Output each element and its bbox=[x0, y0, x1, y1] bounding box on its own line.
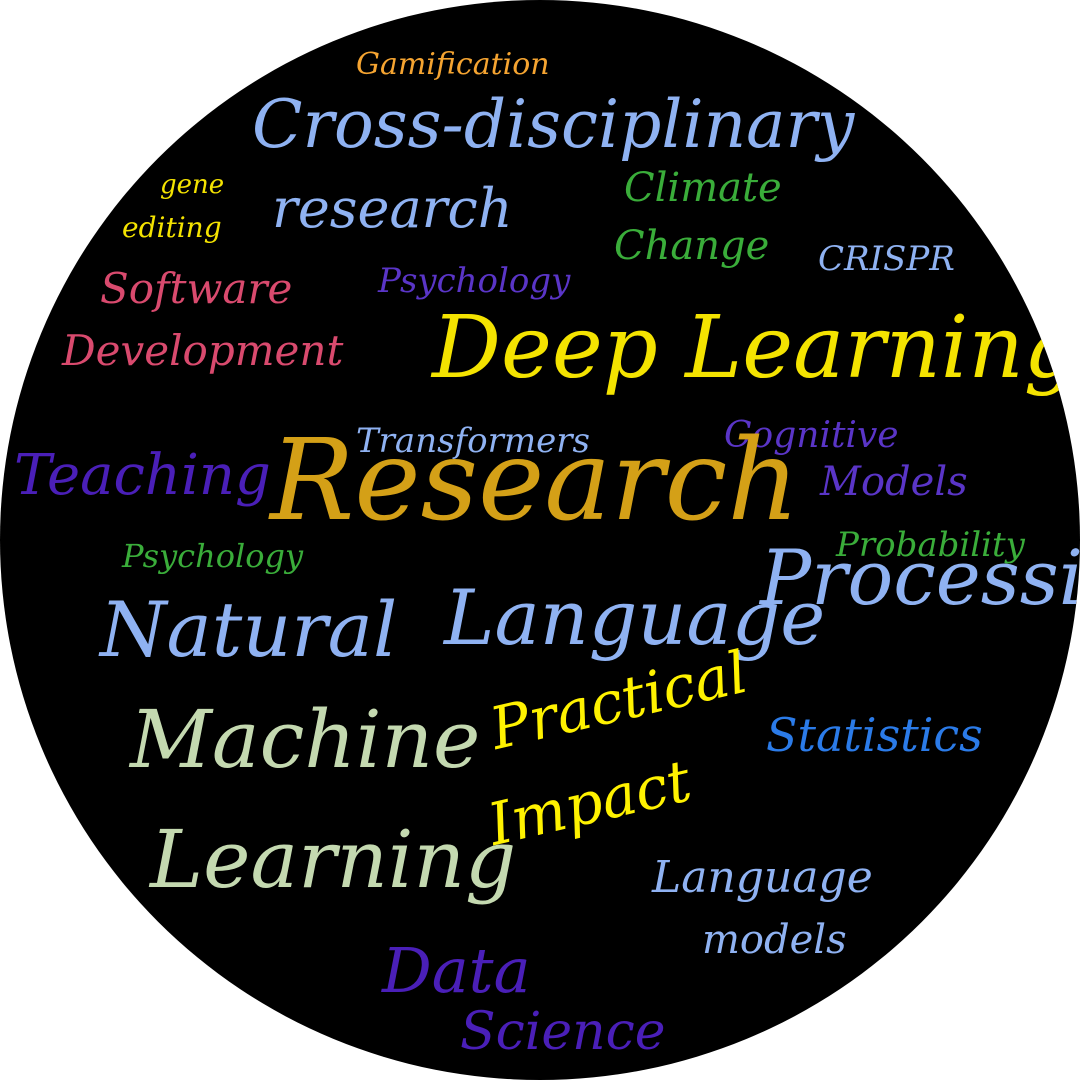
word-statistics: Statistics bbox=[766, 708, 983, 762]
word-models-cognitive: Models bbox=[820, 459, 968, 505]
word-change: Change bbox=[614, 223, 770, 269]
word-cross-disciplinary: Cross-disciplinary bbox=[252, 86, 855, 163]
word-machine: Machine bbox=[130, 693, 481, 786]
word-editing: editing bbox=[122, 211, 222, 244]
word-climate: Climate bbox=[624, 165, 782, 211]
word-models-lm: models bbox=[702, 917, 847, 963]
word-natural: Natural bbox=[100, 585, 398, 674]
word-transformers: Transformers bbox=[356, 421, 590, 461]
word-language-lm: Language bbox=[652, 852, 873, 903]
word-psychology-green: Psychology bbox=[122, 537, 304, 575]
word-processing: Processing bbox=[760, 533, 1080, 622]
word-gene: gene bbox=[160, 170, 225, 200]
word-deep-learning: Deep Learning bbox=[432, 298, 1079, 398]
word-probability: Probability bbox=[836, 525, 1025, 565]
word-software: Software bbox=[100, 264, 293, 313]
word-crispr: CRISPR bbox=[818, 239, 955, 279]
word-language: Language bbox=[444, 573, 826, 662]
word-cognitive: Cognitive bbox=[724, 415, 899, 456]
word-gamification: Gamification bbox=[356, 47, 550, 82]
word-research-small: research bbox=[272, 177, 513, 240]
word-teaching: Teaching bbox=[14, 443, 271, 508]
word-data: Data bbox=[382, 934, 531, 1007]
word-learning: Learning bbox=[150, 813, 517, 906]
word-psychology-top: Psychology bbox=[378, 261, 571, 301]
word-research-big: Research bbox=[270, 416, 800, 546]
word-science: Science bbox=[460, 1002, 666, 1062]
word-development: Development bbox=[62, 326, 344, 375]
